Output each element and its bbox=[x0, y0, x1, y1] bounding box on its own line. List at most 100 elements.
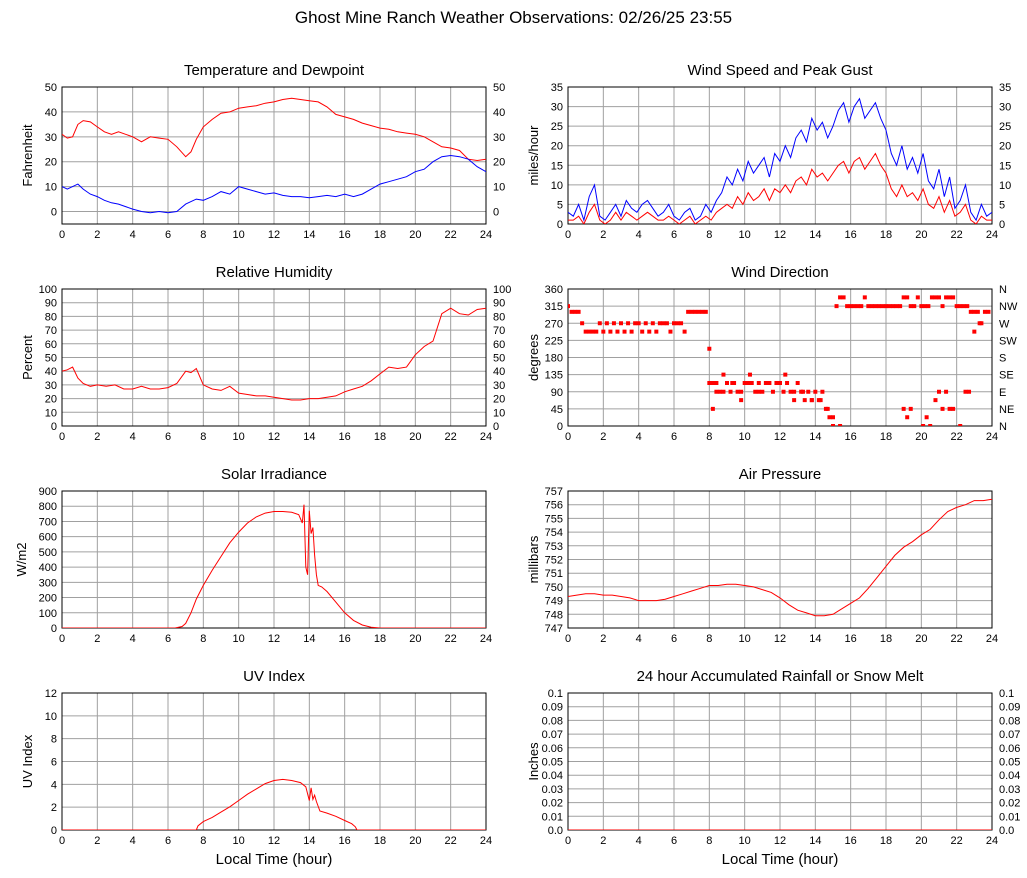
right-tick-label: 20 bbox=[999, 141, 1011, 153]
data-point bbox=[898, 304, 903, 309]
x-tick-label: 16 bbox=[339, 229, 351, 241]
figure-title: Ghost Mine Ranch Weather Observations: 0… bbox=[294, 8, 733, 27]
data-point bbox=[700, 309, 705, 314]
data-point bbox=[640, 329, 645, 334]
data-point bbox=[714, 389, 719, 394]
data-point bbox=[944, 295, 949, 300]
y-axis-label: Percent bbox=[20, 335, 35, 380]
right-tick-label: 70 bbox=[493, 325, 505, 337]
y-tick-label: 200 bbox=[39, 593, 57, 605]
right-tick-label: 20 bbox=[493, 157, 505, 169]
chart-title: Relative Humidity bbox=[216, 264, 333, 281]
data-point bbox=[682, 329, 687, 334]
data-point bbox=[928, 424, 933, 426]
data-point bbox=[608, 329, 613, 334]
data-point bbox=[615, 329, 620, 334]
data-point bbox=[866, 304, 871, 309]
x-tick-label: 20 bbox=[409, 431, 421, 443]
x-axis-label: Local Time (hour) bbox=[722, 851, 839, 868]
data-point bbox=[647, 329, 652, 334]
y-axis-label: miles/hour bbox=[526, 125, 541, 186]
y-tick-label: 20 bbox=[45, 157, 57, 169]
data-point bbox=[977, 321, 982, 326]
x-tick-label: 20 bbox=[409, 633, 421, 645]
x-tick-label: 16 bbox=[845, 633, 857, 645]
y-tick-label: 30 bbox=[45, 132, 57, 144]
chart-title: Wind Direction bbox=[731, 264, 829, 281]
data-point bbox=[972, 309, 977, 314]
y-tick-label: 749 bbox=[545, 596, 563, 608]
right-tick-label: 100 bbox=[493, 284, 511, 296]
y-tick-label: 10 bbox=[551, 180, 563, 192]
y-tick-label: 753 bbox=[545, 541, 563, 553]
data-point bbox=[675, 321, 680, 326]
data-point bbox=[855, 304, 860, 309]
data-point bbox=[806, 389, 811, 394]
right-tick-label: 60 bbox=[493, 339, 505, 351]
y-tick-label: 5 bbox=[557, 199, 563, 211]
right-tick-label: N bbox=[999, 421, 1007, 433]
x-tick-label: 16 bbox=[339, 633, 351, 645]
plot-frame bbox=[61, 692, 487, 831]
data-point bbox=[707, 380, 712, 385]
data-point bbox=[783, 372, 788, 377]
right-tick-label: 15 bbox=[999, 160, 1011, 172]
data-point bbox=[778, 380, 782, 385]
y-tick-label: 180 bbox=[545, 353, 563, 365]
x-tick-label: 8 bbox=[200, 835, 206, 847]
x-tick-label: 16 bbox=[845, 431, 857, 443]
data-point bbox=[774, 380, 779, 385]
x-tick-label: 22 bbox=[445, 229, 457, 241]
right-tick-label: E bbox=[999, 387, 1006, 399]
data-point bbox=[800, 389, 805, 394]
y-tick-label: 0 bbox=[51, 623, 57, 635]
data-point bbox=[958, 304, 963, 309]
data-point bbox=[958, 424, 963, 426]
x-tick-label: 10 bbox=[739, 835, 751, 847]
chart-title: Temperature and Dewpoint bbox=[184, 62, 365, 79]
right-tick-label: 0 bbox=[999, 219, 1005, 231]
right-tick-label: 0.07 bbox=[999, 729, 1020, 741]
data-point bbox=[568, 304, 570, 309]
data-point bbox=[654, 329, 659, 334]
data-point bbox=[834, 304, 839, 309]
data-point bbox=[862, 295, 867, 300]
data-point bbox=[664, 321, 669, 326]
x-tick-label: 16 bbox=[845, 229, 857, 241]
right-tick-label: N bbox=[999, 284, 1007, 296]
data-point bbox=[845, 304, 850, 309]
data-point bbox=[622, 329, 627, 334]
y-tick-label: 100 bbox=[39, 284, 57, 296]
x-tick-label: 12 bbox=[268, 431, 280, 443]
x-tick-label: 6 bbox=[671, 633, 677, 645]
x-tick-label: 2 bbox=[94, 431, 100, 443]
data-point bbox=[944, 389, 949, 394]
data-point bbox=[921, 424, 926, 426]
data-point bbox=[781, 389, 786, 394]
x-tick-label: 4 bbox=[130, 633, 136, 645]
x-tick-label: 12 bbox=[774, 229, 786, 241]
x-tick-label: 8 bbox=[200, 229, 206, 241]
series-line-0 bbox=[62, 778, 486, 830]
y-tick-label: 25 bbox=[551, 121, 563, 133]
right-tick-label: S bbox=[999, 353, 1006, 365]
data-point bbox=[901, 406, 906, 411]
y-tick-label: 0 bbox=[51, 421, 57, 433]
y-tick-label: 300 bbox=[39, 577, 57, 589]
right-tick-label: 80 bbox=[493, 311, 505, 323]
x-tick-label: 16 bbox=[339, 835, 351, 847]
x-tick-label: 20 bbox=[915, 431, 927, 443]
series-line-0 bbox=[62, 504, 486, 628]
series-line-1 bbox=[568, 152, 992, 224]
data-point bbox=[633, 321, 638, 326]
data-point bbox=[629, 329, 634, 334]
x-tick-label: 12 bbox=[774, 633, 786, 645]
right-tick-label: 50 bbox=[493, 353, 505, 365]
y-tick-label: 30 bbox=[551, 102, 563, 114]
y-tick-label: 225 bbox=[545, 335, 563, 347]
data-point bbox=[661, 321, 666, 326]
right-tick-label: SW bbox=[999, 335, 1017, 347]
x-tick-label: 0 bbox=[59, 229, 65, 241]
x-tick-label: 12 bbox=[774, 835, 786, 847]
